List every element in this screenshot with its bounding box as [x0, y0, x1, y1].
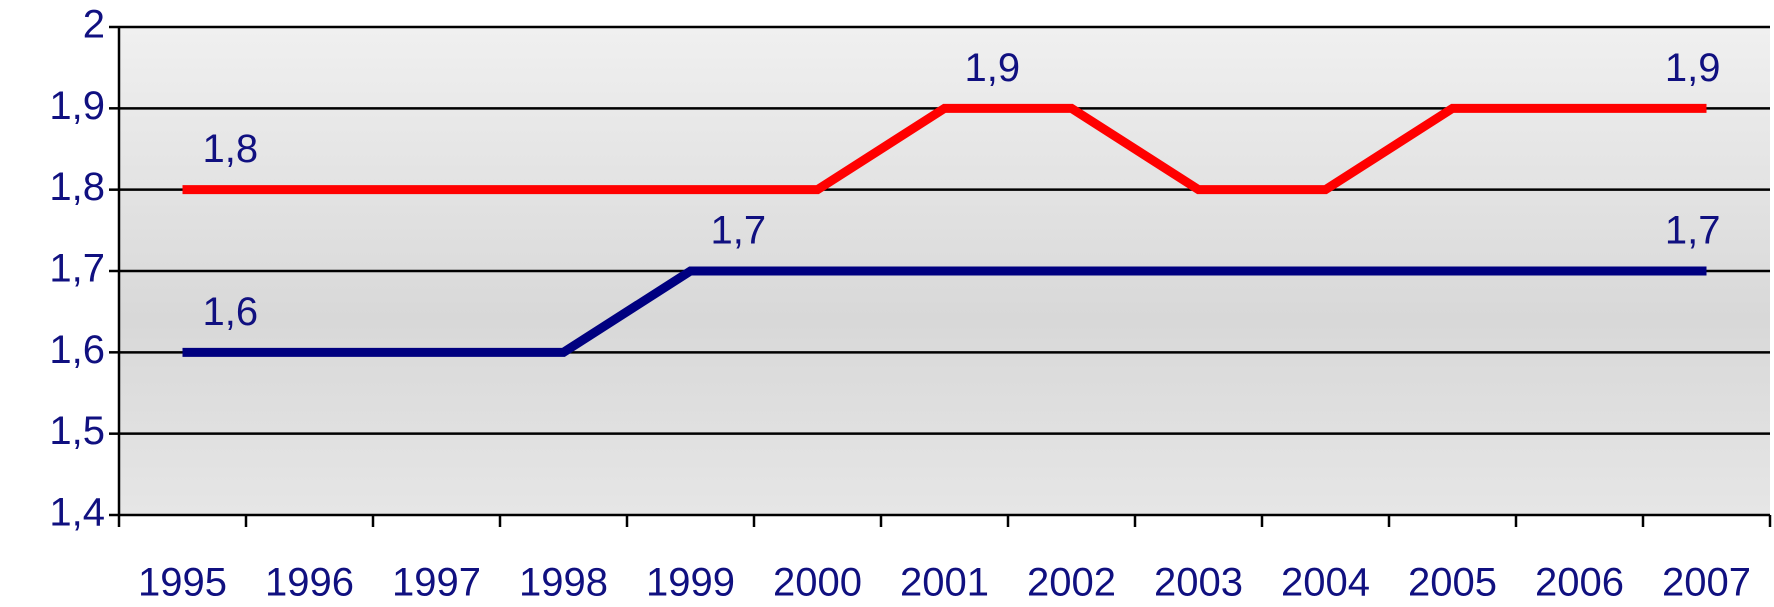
data-label: 1,7 [711, 209, 767, 253]
x-tick-label: 2004 [1281, 561, 1370, 605]
x-tick-label: 2007 [1662, 561, 1751, 605]
data-label: 1,9 [965, 46, 1021, 90]
y-tick-label: 1,4 [49, 491, 105, 535]
data-label: 1,8 [203, 127, 259, 171]
series-line [182, 103, 1707, 195]
y-tick-label: 1,6 [49, 328, 105, 372]
y-tick-label: 2 [83, 3, 105, 47]
x-tick-label: 2003 [1154, 561, 1243, 605]
y-tick-label: 1,8 [49, 165, 105, 209]
x-tick-label: 2001 [900, 561, 989, 605]
y-tick-label: 1,5 [49, 409, 105, 453]
x-tick-label: 1997 [392, 561, 481, 605]
x-tick-label: 1999 [646, 561, 735, 605]
x-tick-label: 2005 [1408, 561, 1497, 605]
series-line [182, 266, 1707, 357]
x-tick-label: 2002 [1027, 561, 1116, 605]
x-tick-label: 1995 [138, 561, 227, 605]
data-label: 1,6 [203, 290, 259, 334]
x-tick-label: 1998 [519, 561, 608, 605]
y-tick-label: 1,7 [49, 247, 105, 291]
data-label: 1,7 [1665, 209, 1721, 253]
y-tick-label: 1,9 [49, 84, 105, 128]
data-label: 1,9 [1665, 46, 1721, 90]
x-tick-label: 1996 [265, 561, 354, 605]
x-tick-label: 2000 [773, 561, 862, 605]
x-tick-label: 2006 [1535, 561, 1624, 605]
